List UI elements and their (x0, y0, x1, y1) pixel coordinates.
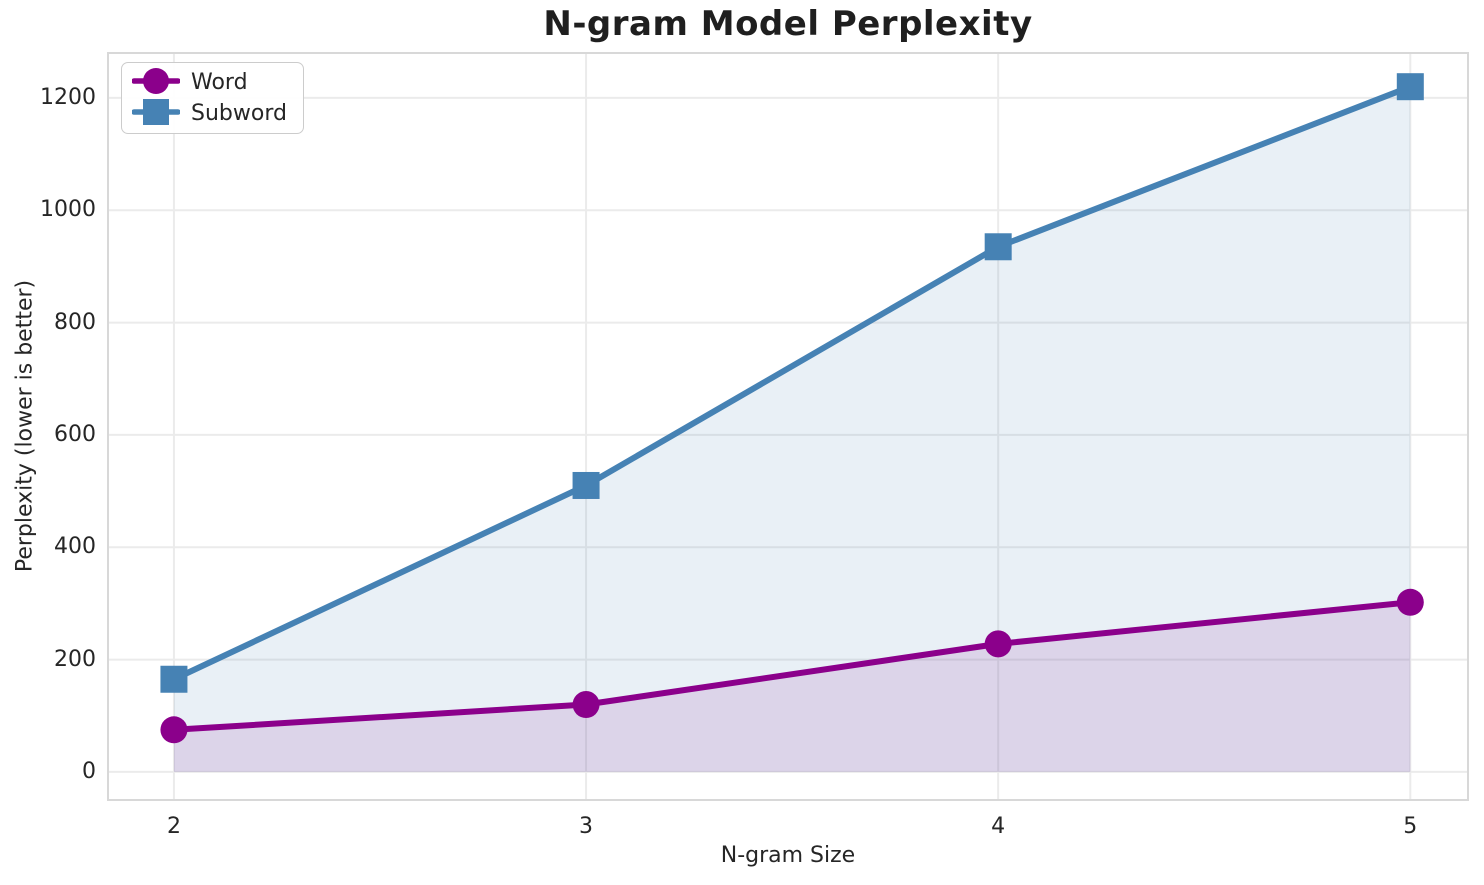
series-line-word (170, 599, 1414, 733)
x-tick-label: 4 (991, 814, 1006, 839)
y-tick-label: 600 (54, 421, 96, 447)
area-fill-subword (173, 86, 1411, 772)
legend-circle-word (143, 67, 169, 94)
legend-item-subword: Subword (131, 97, 287, 131)
area-fill-word (173, 602, 1411, 772)
y-tick-label: 200 (54, 646, 96, 672)
y-tick-label: 0 (82, 758, 96, 784)
marker-subword-3 (1396, 73, 1424, 101)
y-tick-label: 400 (54, 534, 96, 560)
x-tick-label: 2 (166, 814, 181, 839)
circle-legend-marker (131, 67, 181, 94)
marker-word-0 (160, 716, 188, 744)
y-tick-label: 1000 (40, 197, 96, 223)
marker-word-3 (1396, 588, 1424, 616)
chart-title: N-gram Model Perplexity (543, 4, 1033, 44)
y-tick-label: 800 (54, 309, 96, 335)
marker-word-1 (572, 691, 600, 719)
x-tick-label: 5 (1403, 814, 1418, 839)
word-legend-marker-slot (131, 66, 181, 100)
x-tick-label: 3 (579, 814, 594, 839)
marker-subword-1 (572, 471, 600, 499)
square-legend-marker (131, 98, 181, 125)
marker-word-2 (984, 630, 1012, 658)
marker-subword-0 (160, 665, 188, 693)
legend-square-subword (143, 98, 169, 125)
legend: Word Subword (121, 62, 304, 134)
legend-item-word: Word (131, 66, 287, 100)
marker-subword-2 (984, 233, 1012, 261)
subword-legend-marker-slot (131, 97, 181, 131)
axes-spines (107, 52, 1469, 801)
x-axis-label: N-gram Size (720, 843, 856, 868)
series-line-subword (170, 83, 1414, 683)
legend-label-subword: Subword (191, 101, 287, 126)
y-tick-label: 1200 (40, 84, 96, 110)
legend-label-word: Word (191, 70, 248, 95)
